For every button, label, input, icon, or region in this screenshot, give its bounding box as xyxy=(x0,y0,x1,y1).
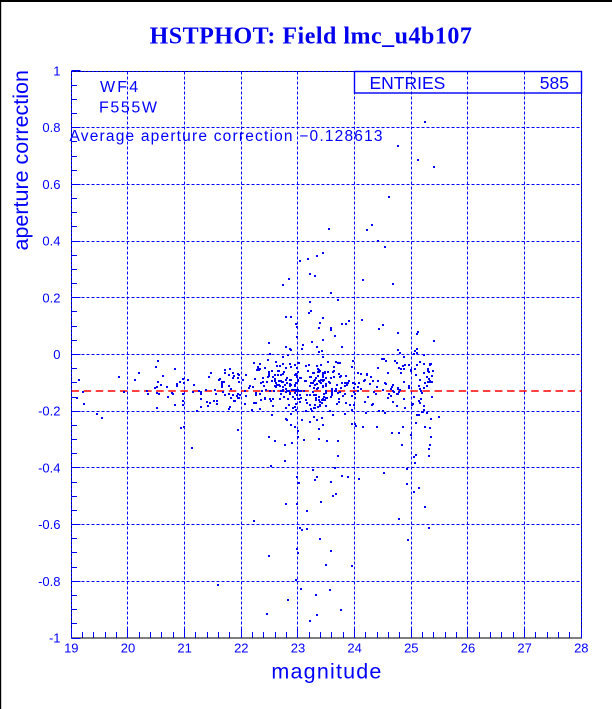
svg-text:26: 26 xyxy=(461,641,475,656)
svg-text:585: 585 xyxy=(540,73,569,93)
svg-text:22: 22 xyxy=(234,641,248,656)
svg-text:24: 24 xyxy=(347,641,361,656)
svg-text:HSTPHOT: Field lmc_u4b107: HSTPHOT: Field lmc_u4b107 xyxy=(150,24,473,50)
svg-text:-1: -1 xyxy=(49,631,61,646)
svg-text:0.8: 0.8 xyxy=(42,120,60,135)
svg-text:-0.4: -0.4 xyxy=(38,460,60,475)
svg-text:21: 21 xyxy=(177,641,191,656)
svg-text:23: 23 xyxy=(291,641,305,656)
svg-text:-0.6: -0.6 xyxy=(38,517,60,532)
svg-text:F555W: F555W xyxy=(99,100,159,117)
svg-text:20: 20 xyxy=(121,641,135,656)
svg-text:0.6: 0.6 xyxy=(42,177,60,192)
svg-text:ENTRIES: ENTRIES xyxy=(370,73,446,93)
svg-text:0.4: 0.4 xyxy=(42,234,60,249)
svg-text:Average aperture correction −0: Average aperture correction −0.128613 xyxy=(70,128,384,145)
svg-text:0.2: 0.2 xyxy=(42,290,60,305)
svg-text:WF4: WF4 xyxy=(100,79,140,96)
svg-text:1: 1 xyxy=(53,64,60,79)
svg-text:28: 28 xyxy=(574,641,588,656)
svg-text:magnitude: magnitude xyxy=(271,660,382,684)
svg-text:-0.2: -0.2 xyxy=(38,404,60,419)
svg-text:25: 25 xyxy=(404,641,418,656)
svg-text:aperture correction: aperture correction xyxy=(9,70,33,250)
svg-text:27: 27 xyxy=(517,641,531,656)
svg-text:-0.8: -0.8 xyxy=(38,574,60,589)
svg-text:19: 19 xyxy=(64,641,78,656)
svg-text:0: 0 xyxy=(53,347,60,362)
